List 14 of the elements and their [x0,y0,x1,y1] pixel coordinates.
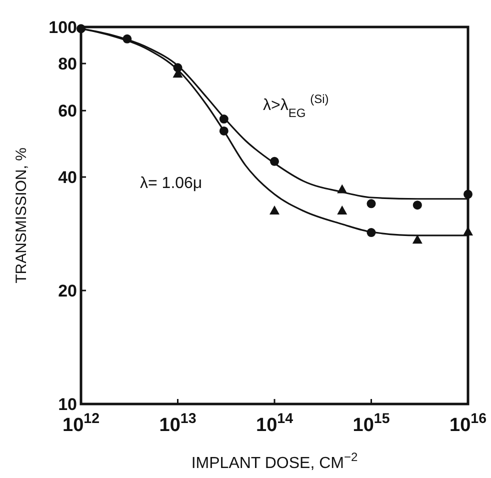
y-tick-label: 40 [58,168,77,188]
x-tick-label: 10$^{16}$ [450,411,487,436]
y-tick-label: 80 [58,54,77,74]
y-tick-label: 20 [58,282,77,301]
x-tick-label: 10$^{13}$ [159,411,196,436]
x-tick-label: 10$^{12}$ [62,411,100,436]
x-axis-title: IMPLANT DOSE, CM$^{−2}$ [191,450,358,472]
annotation: λ= 1.06μ [140,175,202,192]
y-axis-title: TRANSMISSION, % [13,148,30,284]
y-tick-label: 10 [58,395,77,414]
y-tick-label: 100 [48,18,77,37]
x-tick-label: 10$^{14}$ [256,411,294,436]
y-tick-label: 60 [58,102,77,121]
x-tick-label: 10$^{15}$ [352,411,390,436]
